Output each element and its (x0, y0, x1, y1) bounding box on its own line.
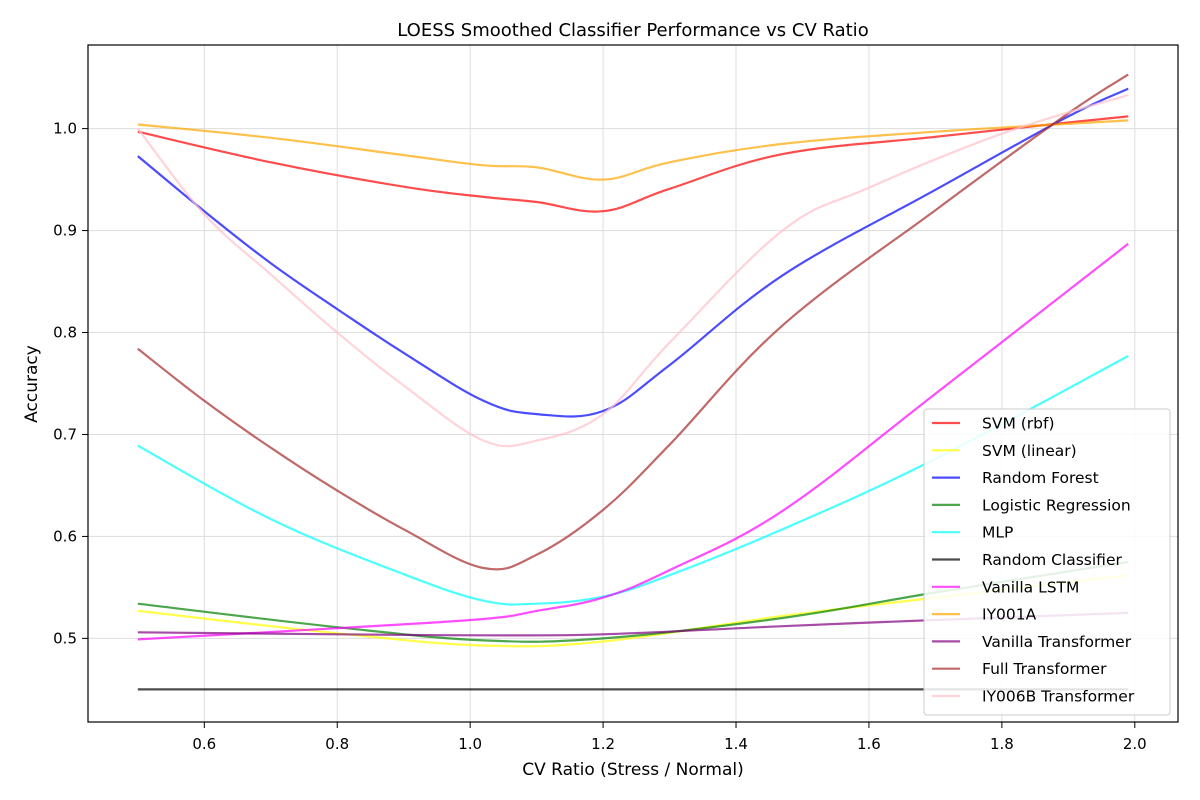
x-tick-label: 1.8 (990, 735, 1014, 753)
x-tick-label: 0.6 (192, 735, 216, 753)
series-line-svm-rbf (137, 115, 1129, 213)
x-tick-label: 0.8 (325, 735, 349, 753)
legend-box (923, 408, 1171, 716)
x-tick-label: 1.0 (458, 735, 482, 753)
y-tick-label: 0.6 (53, 527, 77, 545)
series-line-iy006b-transformer (136, 93, 1129, 448)
chart-title: LOESS Smoothed Classifier Performance vs… (397, 20, 868, 41)
y-tick-label: 0.9 (53, 222, 77, 240)
legend-label-svm-linear: SVM (linear) (982, 442, 1077, 460)
x-tick-label: 1.2 (591, 735, 615, 753)
legend: SVM (rbf) SVM (linear) Random Forest Logist… (923, 408, 1171, 716)
x-tick-label: 2.0 (1123, 735, 1147, 753)
legend-label-iy006b-transformer: IY006B Transformer (982, 688, 1135, 706)
x-tick-label: 1.4 (724, 735, 748, 753)
x-tick-label: 1.6 (857, 735, 881, 753)
y-tick-label: 0.7 (53, 425, 77, 443)
x-axis: 0.6 0.8 1.0 1.2 1.4 1.6 1.8 2.0 (192, 722, 1147, 753)
y-tick-label: 0.8 (53, 324, 77, 342)
y-tick-label: 1.0 (53, 120, 77, 138)
series-line-vanilla-lstm (137, 242, 1129, 641)
legend-label-iy001a: IY001A (982, 606, 1037, 624)
legend-label-logistic-regression: Logistic Regression (982, 496, 1131, 514)
y-axis-label: Accuracy (22, 345, 42, 423)
legend-label-vanilla-lstm: Vanilla LSTM (982, 578, 1079, 596)
legend-label-random-forest: Random Forest (982, 469, 1099, 487)
y-axis: 0.5 0.6 0.7 0.8 0.9 1.0 (53, 120, 88, 647)
legend-label-svm-rbf: SVM (rbf) (982, 415, 1055, 433)
y-tick-label: 0.5 (53, 629, 77, 647)
legend-label-vanilla-transformer: Vanilla Transformer (982, 633, 1132, 651)
x-axis-label: CV Ratio (Stress / Normal) (522, 760, 744, 780)
series-line-random-forest (137, 87, 1129, 418)
plot-area-frame (87, 44, 1179, 723)
series-line-iy001a (137, 119, 1129, 181)
series-line-full-transformer (137, 73, 1129, 571)
legend-label-random-classifier: Random Classifier (982, 551, 1122, 569)
series-line-mlp (137, 355, 1129, 606)
legend-label-full-transformer: Full Transformer (982, 660, 1107, 678)
legend-label-mlp: MLP (982, 524, 1013, 542)
